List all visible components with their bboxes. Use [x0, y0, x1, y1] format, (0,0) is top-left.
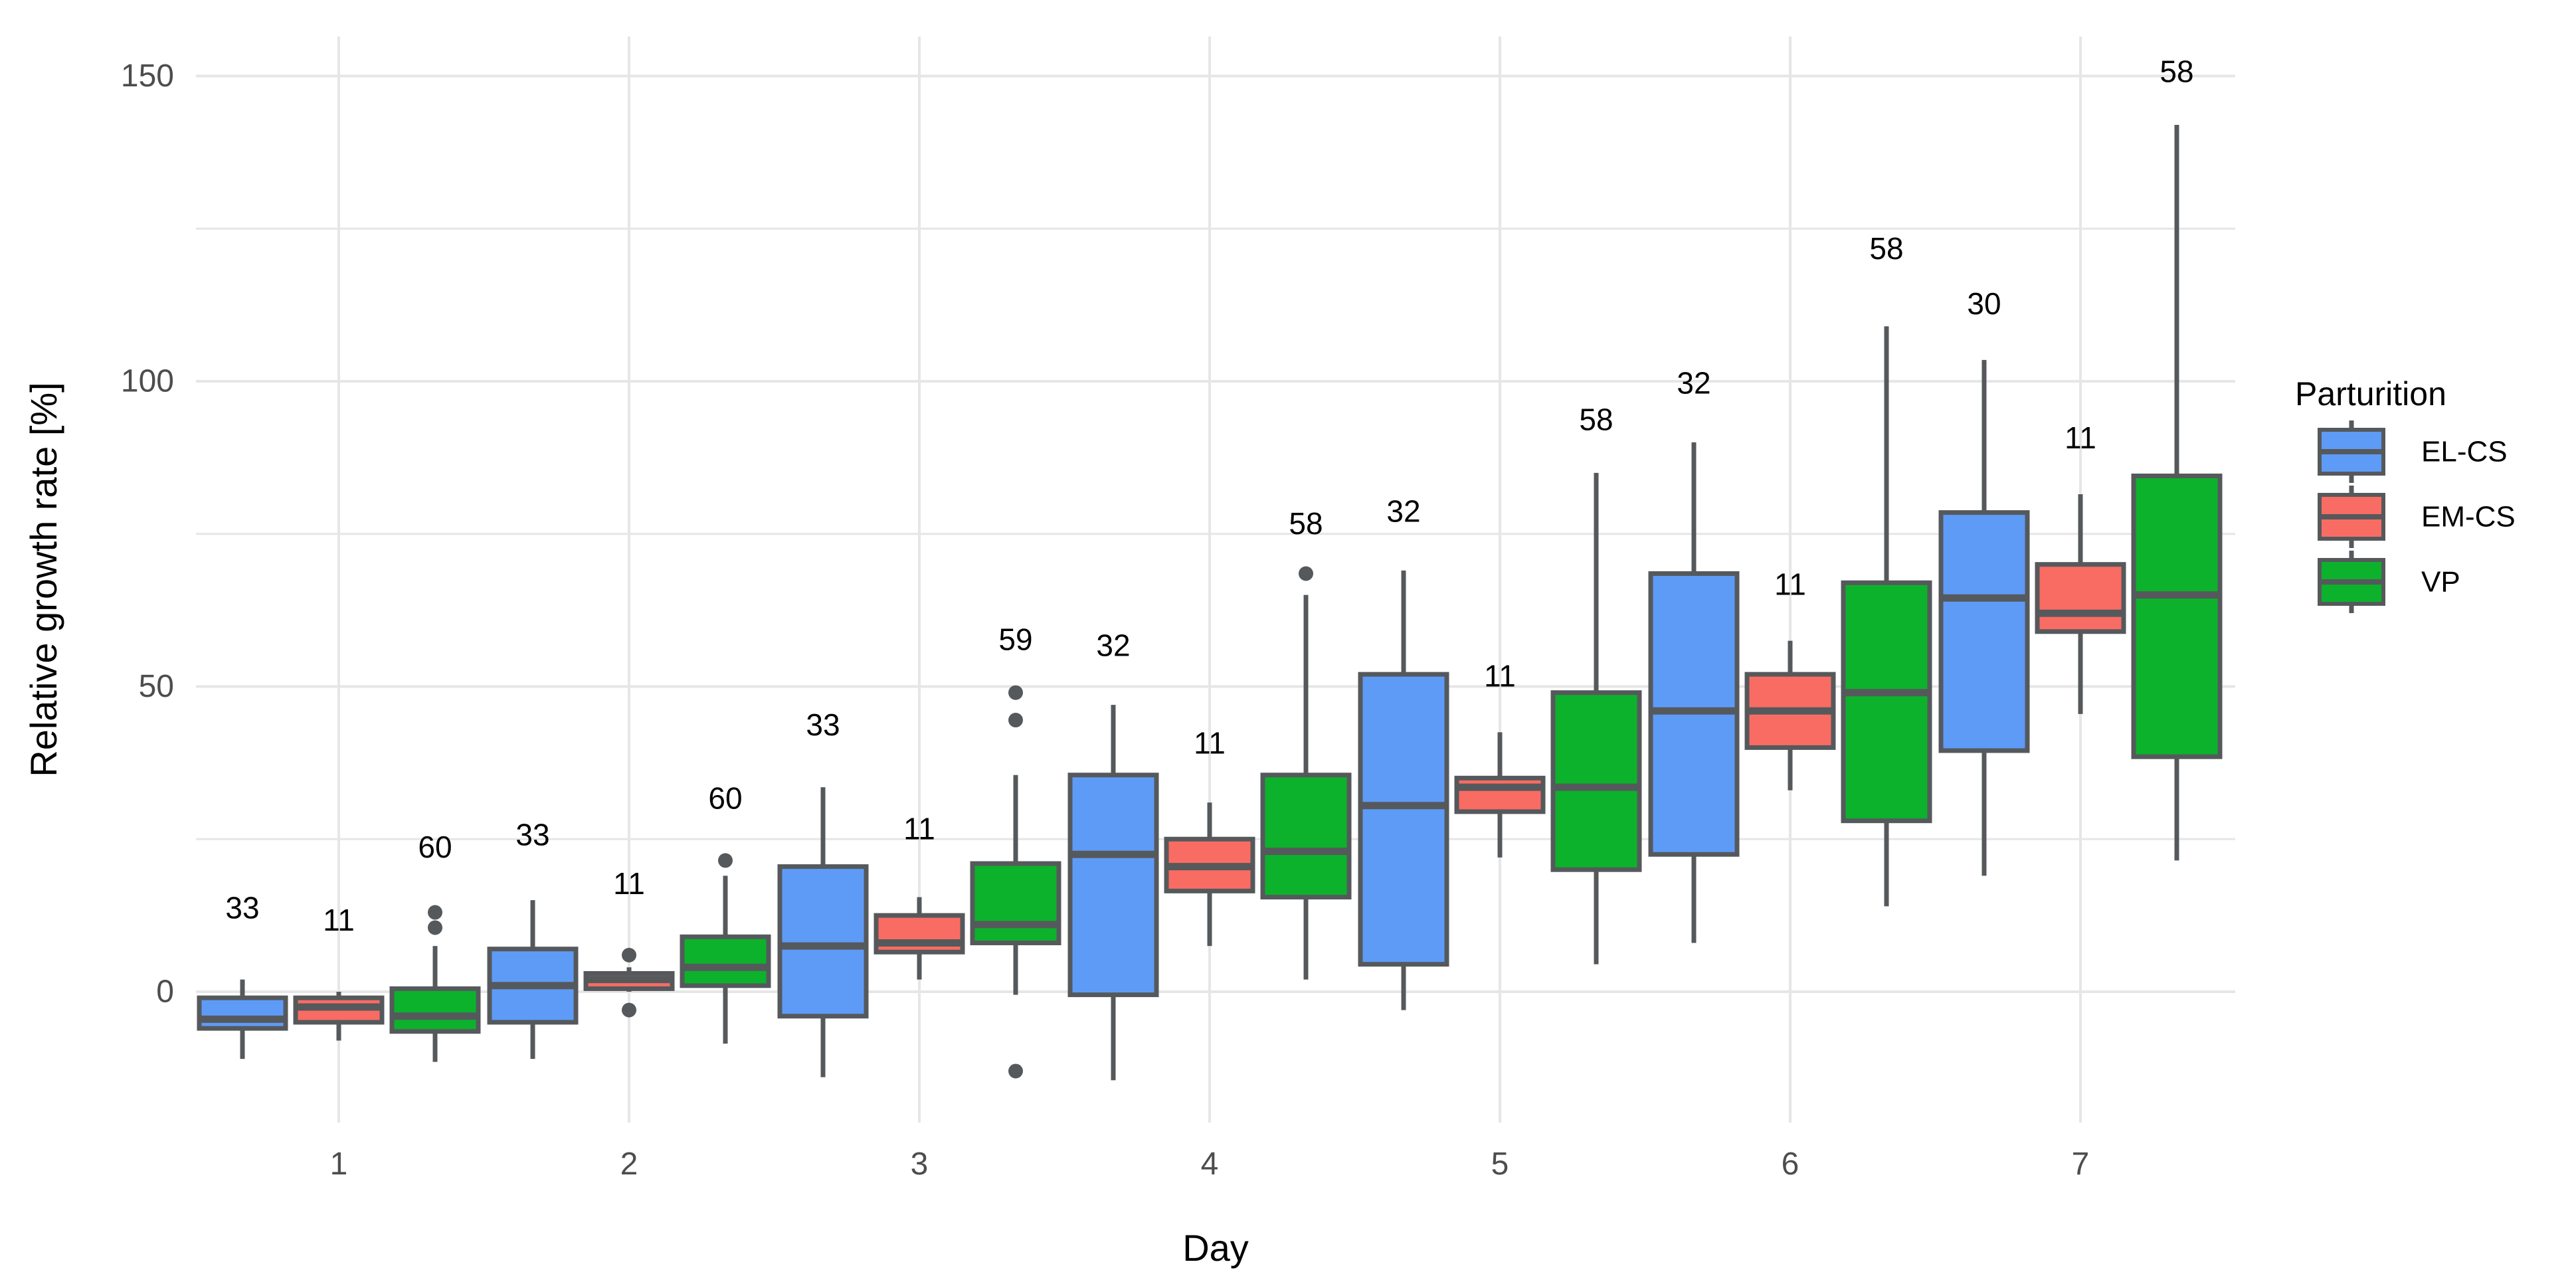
- outlier-EM-CS-day2-1: [622, 1002, 636, 1018]
- box-EL-CS-day3: [777, 864, 869, 1019]
- legend-label-EM-CS: EM-CS: [2421, 501, 2516, 533]
- legend-title: Parturition: [2295, 375, 2446, 413]
- box-VP-day2: [680, 934, 771, 988]
- box-EL-CS-day4: [1067, 773, 1159, 998]
- count-label-EM-CS-day7: 11: [2065, 420, 2096, 455]
- legend-label-VP: VP: [2421, 566, 2460, 598]
- x-tick-label-4: 4: [1201, 1147, 1219, 1182]
- count-label-EM-CS-day1: 11: [323, 903, 355, 937]
- count-label-EM-CS-day2: 11: [613, 866, 645, 901]
- x-tick-label-5: 5: [1491, 1147, 1509, 1182]
- y-tick-label-0: 0: [156, 974, 174, 1010]
- outlier-EM-CS-day2-0: [622, 947, 636, 963]
- count-label-VP-day3: 59: [998, 622, 1032, 656]
- count-label-EM-CS-day6: 11: [1774, 567, 1806, 602]
- y-tick-label-150: 150: [121, 58, 174, 94]
- count-label-EL-CS-day7: 30: [1967, 286, 2001, 321]
- count-label-VP-day4: 58: [1289, 506, 1323, 541]
- x-tick-label-3: 3: [911, 1147, 929, 1182]
- box-VP-day5: [1550, 690, 1642, 872]
- x-axis-title: Day: [1182, 1227, 1249, 1269]
- box-VP-day4: [1260, 773, 1352, 900]
- y-tick-label-100: 100: [121, 364, 174, 399]
- outlier-VP-day4-0: [1299, 566, 1313, 581]
- count-label-EL-CS-day1: 33: [225, 891, 259, 925]
- box-VP-day3: [970, 861, 1061, 945]
- box-VP-day1: [389, 986, 481, 1034]
- x-tick-label-6: 6: [1782, 1147, 1799, 1182]
- outlier-VP-day1-0: [428, 920, 442, 935]
- count-label-VP-day6: 58: [1869, 231, 1903, 266]
- count-label-VP-day7: 58: [2160, 54, 2193, 89]
- box-VP-day6: [1841, 580, 1932, 824]
- y-tick-label-50: 50: [139, 669, 174, 704]
- count-label-EL-CS-day5: 32: [1386, 494, 1420, 528]
- legend-label-EL-CS: EL-CS: [2421, 436, 2508, 468]
- outlier-VP-day1-1: [428, 905, 442, 920]
- box-VP-day7: [2131, 473, 2223, 759]
- y-axis-title: Relative growth rate [%]: [23, 382, 64, 777]
- box-EL-CS-day1: [197, 995, 288, 1031]
- x-tick-label-1: 1: [330, 1147, 348, 1182]
- count-label-VP-day2: 60: [708, 781, 742, 815]
- box-EL-CS-day7: [1938, 510, 2030, 753]
- count-label-VP-day5: 58: [1579, 403, 1613, 437]
- outlier-VP-day3-0: [1008, 713, 1023, 728]
- box-EL-CS-day5: [1358, 672, 1449, 967]
- box-EM-CS-day5: [1454, 775, 1546, 814]
- box-EM-CS-day7: [2035, 562, 2126, 634]
- count-label-VP-day1: 60: [418, 830, 452, 864]
- count-label-EM-CS-day4: 11: [1194, 726, 1226, 761]
- count-label-EM-CS-day3: 11: [903, 811, 935, 846]
- count-label-EL-CS-day3: 33: [806, 707, 840, 742]
- count-label-EM-CS-day5: 11: [1484, 659, 1516, 693]
- outlier-VP-day2-0: [718, 853, 733, 868]
- outlier-VP-day3-2: [1008, 1063, 1023, 1079]
- x-tick-label-2: 2: [620, 1147, 638, 1182]
- count-label-EL-CS-day2: 33: [515, 817, 549, 852]
- outlier-VP-day3-1: [1008, 685, 1023, 700]
- x-tick-label-7: 7: [2072, 1147, 2090, 1182]
- box-EM-CS-day3: [874, 913, 965, 955]
- count-label-EL-CS-day4: 32: [1096, 628, 1130, 663]
- count-label-EL-CS-day6: 32: [1677, 365, 1710, 400]
